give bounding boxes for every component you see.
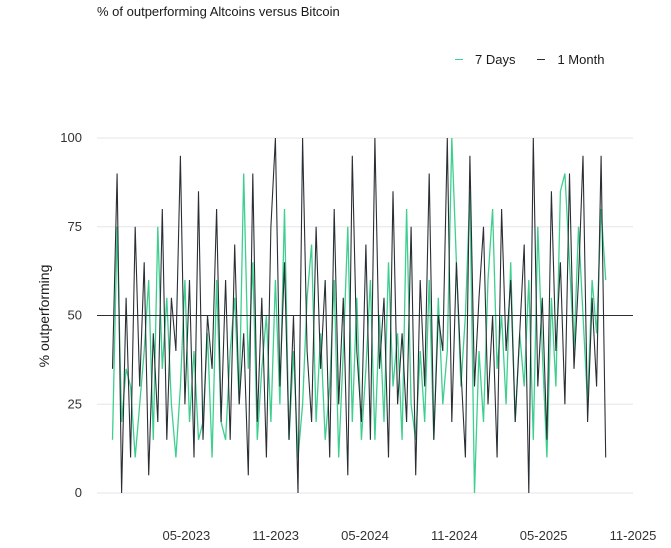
y-tick-label-100: 100 bbox=[60, 130, 82, 145]
x-axis-ticks: 05-2023 11-2023 05-2024 11-2024 05-2025 11-20… bbox=[162, 528, 656, 543]
y-axis-ticks: 0 25 50 75 100 bbox=[60, 130, 82, 500]
x-tick-label-05-2024: 05-2024 bbox=[341, 528, 389, 543]
x-tick-label-05-2023: 05-2023 bbox=[162, 528, 210, 543]
y-tick-label-0: 0 bbox=[75, 485, 82, 500]
x-tick-label-05-2025: 05-2025 bbox=[520, 528, 568, 543]
x-tick-label-11-2025: 11-2025 bbox=[610, 528, 657, 543]
series-line-1-month bbox=[111, 137, 607, 494]
legend: 7 Days 1 Month bbox=[455, 52, 604, 67]
x-tick-label-11-2024: 11-2024 bbox=[431, 528, 478, 543]
y-tick-label-75: 75 bbox=[68, 219, 82, 234]
legend-item-7-days[interactable]: 7 Days bbox=[455, 52, 515, 67]
chart-title: % of outperforming Altcoins versus Bitco… bbox=[97, 4, 340, 19]
legend-label-7-days: 7 Days bbox=[475, 52, 516, 67]
series-line-7-days bbox=[111, 137, 607, 494]
legend-swatch-7-days bbox=[455, 58, 463, 61]
legend-swatch-1-month bbox=[537, 58, 546, 61]
series-layer bbox=[111, 137, 607, 494]
legend-item-1-month[interactable]: 1 Month bbox=[537, 52, 604, 67]
y-tick-label-50: 50 bbox=[68, 308, 82, 323]
y-tick-label-25: 25 bbox=[68, 396, 82, 411]
legend-label-1-month: 1 Month bbox=[557, 52, 605, 67]
x-tick-label-11-2023: 11-2023 bbox=[252, 528, 299, 543]
